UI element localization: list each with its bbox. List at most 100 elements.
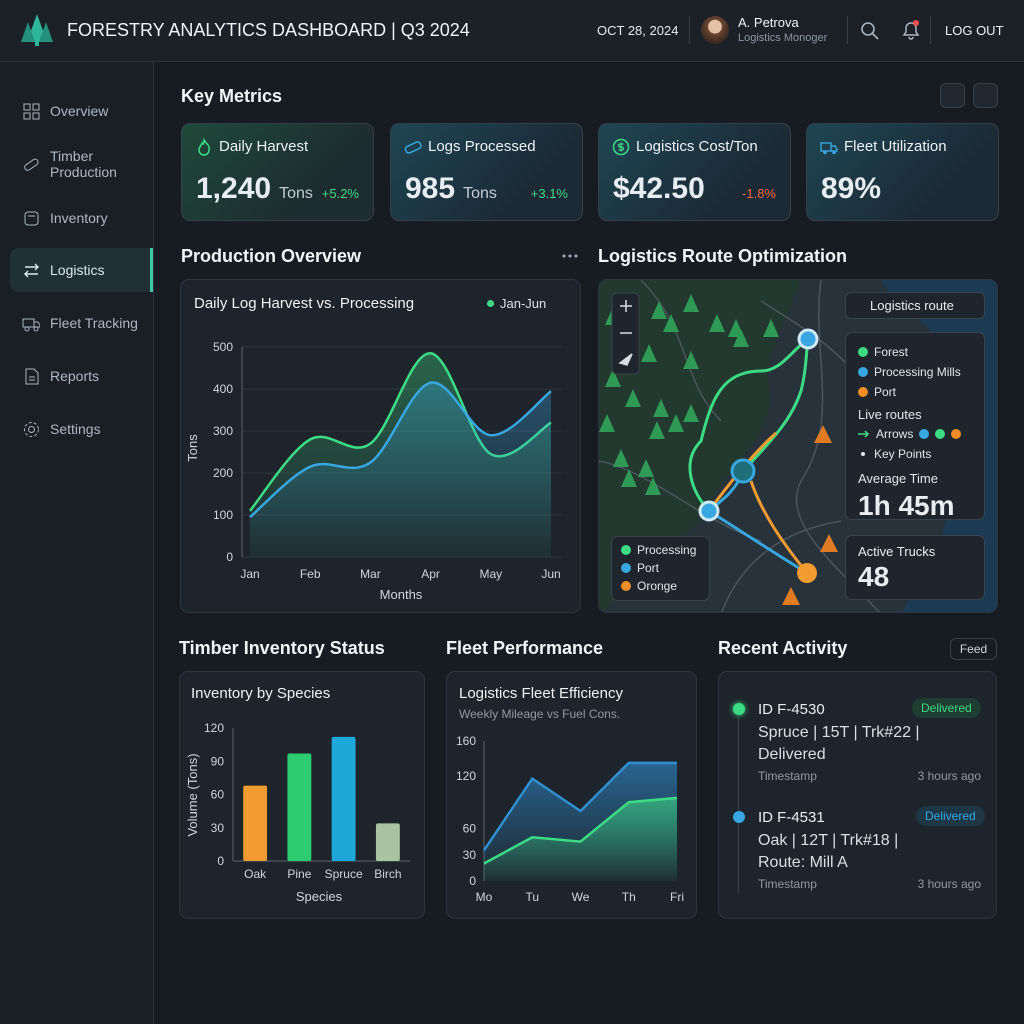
legend-label: Port	[874, 385, 897, 399]
period-label: Jan-Jun	[500, 296, 547, 311]
tree	[651, 301, 667, 319]
zoom-icons	[618, 300, 633, 366]
legend-dot	[858, 367, 868, 377]
tree	[668, 414, 684, 432]
metric-icon	[612, 138, 630, 156]
route-dropdown[interactable]: Logistics route	[845, 292, 985, 319]
activity-detail: Spruce | 15T | Trk#22 |	[758, 724, 920, 741]
activity-id: ID F-4530	[758, 701, 825, 718]
nav-icon	[24, 422, 39, 437]
divider	[689, 16, 690, 44]
next-button[interactable]	[973, 83, 998, 108]
section-title: Key Metrics	[181, 86, 283, 106]
stat-label: Average Time	[858, 468, 972, 488]
nav-icon	[24, 263, 39, 278]
legend-item: Processing	[621, 541, 700, 559]
nav-item[interactable]: Reports	[10, 354, 153, 398]
user-role: Logistics Monoger	[738, 32, 828, 44]
metric-label: Logs Processed	[428, 138, 536, 155]
route-orange	[749, 480, 809, 574]
chart-panel	[179, 671, 425, 919]
nav-item[interactable]: Timber Production	[10, 142, 130, 186]
tree	[683, 294, 699, 312]
nav-item[interactable]: Overview	[10, 89, 153, 133]
node-mill[interactable]	[698, 500, 720, 522]
tree	[649, 421, 665, 439]
metric-value: $42.50	[613, 172, 705, 205]
timeline	[738, 716, 739, 893]
legend-label: Port	[637, 561, 660, 575]
user-name: A. Petrova	[738, 15, 799, 30]
nav-icon	[23, 103, 40, 120]
logout-button[interactable]: LOG OUT	[945, 23, 1004, 38]
legend-label: Processing	[637, 543, 697, 557]
avatar[interactable]	[701, 16, 729, 44]
node-port[interactable]	[797, 563, 817, 583]
tree	[645, 477, 661, 495]
legend-item: Processing Mills	[858, 362, 972, 382]
feed-button[interactable]: Feed	[950, 638, 997, 660]
nav-item[interactable]: Settings	[10, 407, 153, 451]
forest-area	[599, 280, 801, 612]
feed-label: Feed	[959, 642, 988, 656]
legend-label: Arrows	[876, 427, 914, 441]
sidebar: Overview Timber Production Inventory Log…	[0, 62, 154, 1024]
date: OCT 28, 2024	[597, 23, 679, 38]
metric-card: Daily Harvest 1,240 Tons +5.2%	[181, 123, 374, 221]
tree	[820, 534, 838, 552]
nav-label: Settings	[50, 421, 101, 437]
route-green	[688, 337, 809, 513]
legend-dot	[861, 452, 865, 456]
tree	[763, 319, 779, 337]
map-legend: Forest Processing Mills Port Live routes…	[845, 332, 985, 521]
tree	[663, 314, 679, 332]
more-button[interactable]	[561, 250, 579, 262]
tree	[782, 587, 800, 605]
nav-label: Timber Production	[50, 148, 117, 180]
legend-dot	[858, 387, 868, 397]
tree	[641, 344, 657, 362]
nav-label: Overview	[50, 103, 109, 119]
trees	[599, 294, 838, 605]
metric-row: $42.50 -1.8%	[613, 172, 776, 206]
route-blue	[708, 509, 808, 575]
nav-icon	[22, 318, 40, 332]
metric-icon	[198, 138, 210, 156]
node-mill[interactable]	[797, 328, 819, 350]
app-title: FORESTRY ANALYTICS DASHBOARD | Q3 2024	[67, 20, 470, 40]
legend-item: Arrows	[858, 424, 972, 444]
arrow-icon	[858, 430, 870, 438]
metric-card: Fleet Utilization 89%	[806, 123, 999, 221]
notification-icon[interactable]	[900, 19, 922, 41]
divider	[847, 16, 848, 44]
chart-title: Inventory by Species	[191, 685, 331, 702]
metric-value: 985	[405, 172, 456, 205]
tree	[599, 414, 615, 432]
map-bottom-legend: Processing Port Oronge	[611, 536, 710, 601]
legend-item: Key Points	[858, 444, 972, 464]
legend-dot	[621, 563, 631, 573]
chart-panel	[180, 279, 581, 613]
activity-timestamp-label: Timestamp	[758, 769, 817, 783]
search-icon[interactable]	[860, 21, 880, 41]
chart-subtitle: Weekly Mileage vs Fuel Cons.	[459, 707, 621, 721]
tree	[638, 459, 654, 477]
grid-view-button[interactable]	[940, 83, 965, 108]
metric-label: Fleet Utilization	[844, 138, 947, 155]
legend-dot	[858, 347, 868, 357]
node-hub[interactable]	[730, 458, 756, 484]
metric-label: Daily Harvest	[219, 138, 309, 155]
nav-item[interactable]: Logistics	[10, 248, 153, 292]
nav-item[interactable]: Fleet Tracking	[10, 301, 153, 345]
period-selector[interactable]: Jan-Jun	[487, 296, 546, 311]
legend-item: Port	[858, 382, 972, 402]
legend-dot	[621, 545, 631, 555]
metric-card: Logistics Cost/Ton $42.50 -1.8%	[598, 123, 791, 221]
metric-row: 89%	[821, 172, 984, 206]
status-badge: Delivered	[916, 806, 985, 826]
nav-item[interactable]: Inventory	[10, 196, 153, 240]
legend-label: Live routes	[858, 406, 922, 422]
activity-timestamp-label: Timestamp	[758, 877, 817, 891]
